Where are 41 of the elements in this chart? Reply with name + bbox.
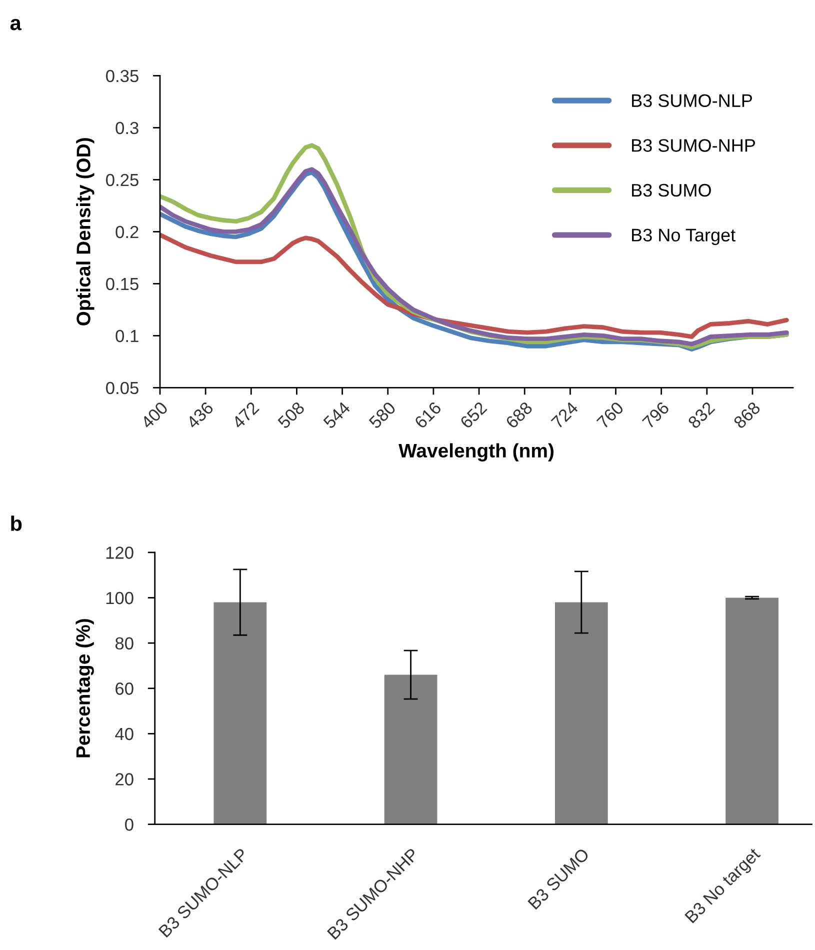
x-tick-label: 652 (459, 401, 488, 430)
legend-label: B3 No Target (632, 228, 736, 246)
bar (554, 602, 608, 824)
y-tick-label: 0.25 (106, 174, 138, 186)
x-tick-label: 688 (505, 401, 534, 430)
y-tick-label: 100 (106, 592, 134, 604)
x-tick-label: 472 (231, 401, 260, 430)
y-tick-label: 0.05 (106, 382, 138, 394)
x-tick-label: 796 (642, 401, 670, 430)
x-tick-label: 544 (322, 401, 351, 430)
x-tick-label: 436 (186, 401, 214, 430)
x-tick-label: 400 (140, 400, 169, 430)
y-tick-label: 60 (116, 682, 134, 695)
x-tick-label: 724 (550, 400, 579, 429)
bar (384, 674, 438, 824)
x-tick-label: 616 (414, 401, 442, 430)
y-tick-label: 0.15 (106, 278, 138, 290)
y-tick-label: 80 (115, 637, 134, 650)
y-tick-label: 40 (115, 728, 134, 740)
legend-label: B3 SUMO (632, 184, 711, 197)
y-tick-label: 0.1 (116, 330, 138, 342)
x-axis-title: Wavelength (nm) (398, 443, 554, 462)
y-tick-label: 20 (116, 773, 134, 786)
legend-label: B3 SUMO-NHP (632, 139, 755, 152)
y-tick-label: 0 (125, 818, 134, 831)
x-tick-label: 580 (368, 400, 396, 430)
chart-title: b (11, 516, 22, 531)
y-axis-title: Optical Density (OD) (76, 138, 94, 326)
y-axis-title: Percentage (%) (76, 619, 94, 758)
x-tick-label: 832 (687, 401, 716, 430)
bar (726, 598, 778, 824)
legend-label: B3 SUMO-NLP (632, 94, 752, 108)
y-tick-label: 0.3 (116, 122, 138, 134)
chart-title: a (10, 18, 22, 30)
y-tick-label: 0.2 (116, 226, 138, 238)
bar (214, 602, 267, 824)
x-tick-label: 868 (732, 401, 761, 430)
x-tick-label: 760 (596, 400, 624, 430)
x-tick-label: 508 (277, 401, 306, 430)
y-tick-label: 0.35 (106, 70, 138, 82)
y-tick-label: 120 (106, 546, 134, 559)
